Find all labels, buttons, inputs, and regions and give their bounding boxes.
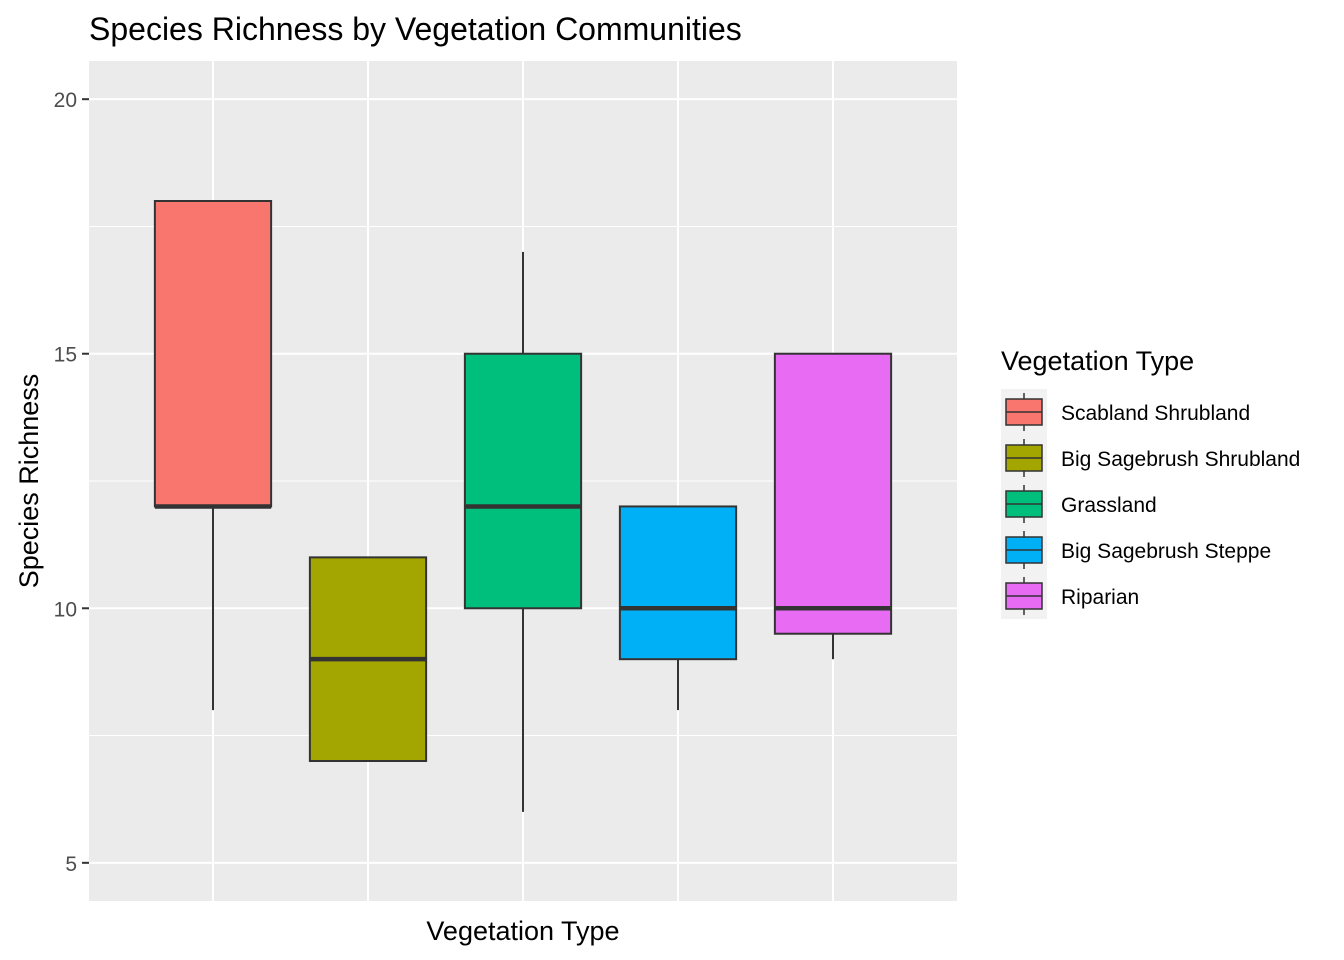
box-group <box>773 352 893 660</box>
box <box>153 200 273 508</box>
box <box>463 352 583 610</box>
box-group <box>153 200 273 711</box>
legend-item: Scabland Shrubland <box>1005 393 1250 431</box>
legend-title: Vegetation Type <box>1001 346 1194 376</box>
box-group <box>463 251 583 812</box>
box-group <box>618 505 738 711</box>
y-tick-label: 15 <box>54 344 77 367</box>
legend-label: Scabland Shrubland <box>1061 402 1250 425</box>
box <box>618 505 738 661</box>
legend-item: Riparian <box>1005 577 1139 615</box>
legend-label: Big Sagebrush Shrubland <box>1061 448 1300 471</box>
legend-label: Riparian <box>1061 586 1139 609</box>
legend-label: Grassland <box>1061 494 1157 517</box>
legend-item: Grassland <box>1005 485 1157 523</box>
y-axis: 5 10 15 20 <box>54 89 89 876</box>
chart-title: Species Richness by Vegetation Communiti… <box>89 11 742 47</box>
legend-items: Scabland Shrubland Big Sagebrush Shrublan… <box>1001 389 1300 619</box>
legend-item: Big Sagebrush Shrubland <box>1005 439 1300 477</box>
y-tick-label: 20 <box>54 89 77 112</box>
box-group <box>308 556 428 763</box>
legend-item: Big Sagebrush Steppe <box>1005 531 1271 569</box>
box <box>773 352 893 635</box>
y-axis-title: Species Richness <box>14 374 44 589</box>
box-series <box>153 200 893 812</box>
legend: Vegetation Type Scabland Shrubland Big Sa… <box>1001 346 1300 619</box>
x-axis-title: Vegetation Type <box>426 916 619 946</box>
y-tick-label: 10 <box>54 598 77 621</box>
legend-label: Big Sagebrush Steppe <box>1061 540 1271 563</box>
y-tick-label: 5 <box>65 853 77 876</box>
